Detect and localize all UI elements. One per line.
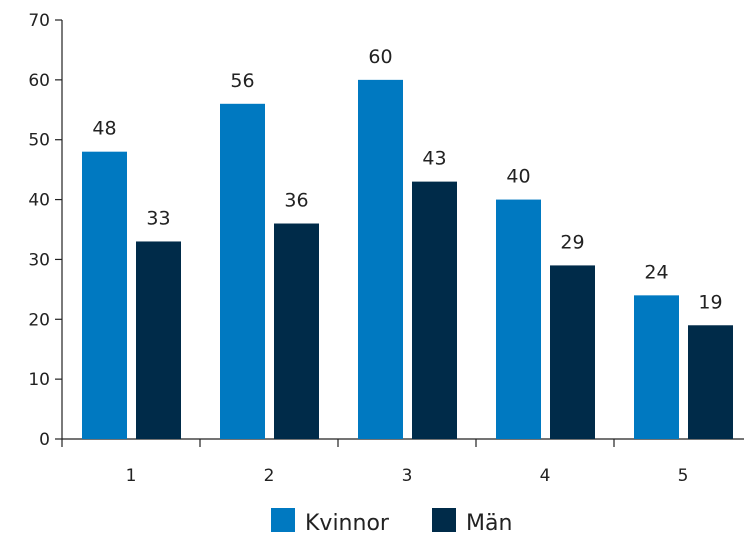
bar-kvinnor-5 bbox=[634, 295, 679, 439]
data-label: 24 bbox=[644, 261, 668, 283]
legend-swatch bbox=[271, 508, 295, 532]
data-label: 29 bbox=[560, 231, 584, 253]
bar-kvinnor-2 bbox=[220, 103, 265, 440]
data-label: 36 bbox=[284, 190, 308, 212]
data-label: 40 bbox=[506, 166, 530, 188]
y-tick-label: 0 bbox=[39, 430, 50, 450]
x-tick-label: 4 bbox=[540, 466, 551, 486]
y-tick-label: 20 bbox=[28, 310, 50, 330]
legend-label: Kvinnor bbox=[305, 511, 390, 536]
y-tick-label: 70 bbox=[28, 11, 50, 31]
y-axis: 0 10 20 30 40 50 60 70 bbox=[28, 11, 63, 450]
bars: 48 56 60 40 24 33 36 43 29 19 bbox=[82, 46, 733, 440]
bar-man-2 bbox=[274, 223, 319, 439]
bar-kvinnor-4 bbox=[496, 199, 541, 439]
x-tick-label: 2 bbox=[264, 466, 275, 486]
bar-man-1 bbox=[136, 241, 181, 439]
bar-man-5 bbox=[688, 325, 733, 439]
data-label: 33 bbox=[146, 207, 170, 229]
y-tick-label: 60 bbox=[28, 71, 50, 91]
x-tick-label: 1 bbox=[126, 466, 137, 486]
data-label: 60 bbox=[368, 46, 392, 68]
bar-kvinnor-3 bbox=[358, 79, 403, 439]
legend: Kvinnor Män bbox=[271, 508, 512, 536]
data-label: 43 bbox=[422, 148, 446, 170]
data-label: 48 bbox=[92, 118, 116, 140]
legend-swatch bbox=[432, 508, 456, 532]
y-tick-label: 40 bbox=[28, 191, 50, 211]
bar-man-3 bbox=[412, 181, 457, 439]
y-tick-label: 30 bbox=[28, 250, 50, 270]
y-tick-label: 10 bbox=[28, 370, 50, 390]
x-tick-label: 3 bbox=[402, 466, 413, 486]
x-axis: 1 2 3 4 5 bbox=[61, 438, 744, 486]
bar-kvinnor-1 bbox=[82, 151, 127, 439]
data-label: 56 bbox=[230, 70, 254, 92]
data-label: 19 bbox=[698, 291, 722, 313]
legend-label: Män bbox=[466, 511, 512, 536]
x-tick-label: 5 bbox=[678, 466, 689, 486]
bar-man-4 bbox=[550, 265, 595, 439]
y-tick-label: 50 bbox=[28, 131, 50, 151]
